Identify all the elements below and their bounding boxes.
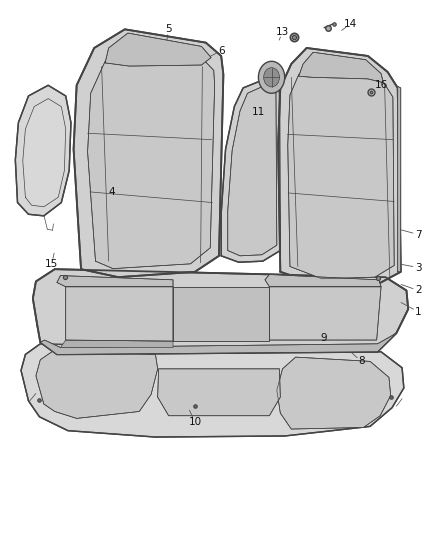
Polygon shape (277, 357, 391, 429)
Polygon shape (88, 45, 215, 269)
Text: 2: 2 (415, 286, 422, 295)
Text: 8: 8 (358, 357, 365, 366)
Polygon shape (278, 48, 401, 285)
Polygon shape (288, 61, 394, 279)
Polygon shape (33, 269, 408, 354)
Circle shape (258, 61, 285, 93)
Text: 16: 16 (374, 80, 388, 90)
Polygon shape (299, 52, 383, 83)
Polygon shape (265, 274, 381, 287)
Polygon shape (66, 287, 173, 341)
Text: 3: 3 (415, 263, 422, 272)
Text: 7: 7 (415, 230, 422, 239)
Polygon shape (40, 333, 396, 354)
Polygon shape (15, 85, 71, 216)
Polygon shape (74, 29, 223, 277)
Polygon shape (60, 340, 173, 348)
Polygon shape (173, 287, 269, 341)
Text: 6: 6 (218, 46, 225, 55)
Text: 15: 15 (45, 259, 58, 269)
Polygon shape (36, 351, 158, 418)
Polygon shape (228, 86, 277, 256)
Circle shape (264, 68, 279, 87)
Polygon shape (105, 33, 211, 66)
Polygon shape (269, 287, 381, 340)
Text: 4: 4 (108, 187, 115, 197)
Polygon shape (21, 344, 404, 437)
Text: 10: 10 (188, 417, 201, 427)
Polygon shape (221, 80, 280, 262)
Text: 9: 9 (321, 334, 328, 343)
Text: 1: 1 (415, 307, 422, 317)
Text: 5: 5 (165, 25, 172, 34)
Polygon shape (158, 369, 280, 416)
Text: 11: 11 (252, 107, 265, 117)
Polygon shape (398, 86, 401, 272)
Text: 13: 13 (276, 27, 289, 37)
Polygon shape (57, 276, 173, 287)
Text: 14: 14 (344, 19, 357, 29)
